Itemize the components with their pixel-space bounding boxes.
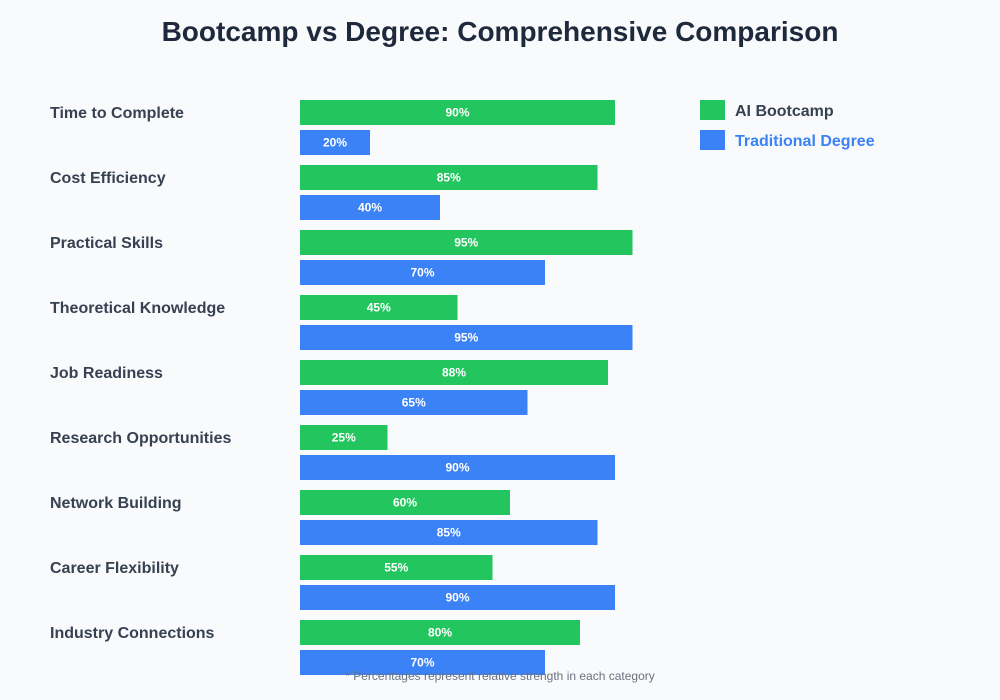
chart-title: Bootcamp vs Degree: Comprehensive Compar… xyxy=(162,16,839,47)
legend-label: AI Bootcamp xyxy=(735,103,834,120)
bar-value-label: 85% xyxy=(437,171,461,185)
legend-label: Traditional Degree xyxy=(735,133,875,150)
bar-value-label: 85% xyxy=(437,526,461,540)
bar-bootcamp xyxy=(300,555,493,580)
category-label: Research Opportunities xyxy=(50,430,231,447)
bar-bootcamp xyxy=(300,295,458,320)
legend-swatch xyxy=(700,100,725,120)
bar-value-label: 20% xyxy=(323,136,347,150)
bar-degree xyxy=(300,650,545,675)
bar-degree xyxy=(300,390,528,415)
bar-value-label: 80% xyxy=(428,626,452,640)
bar-degree xyxy=(300,520,598,545)
bar-value-label: 95% xyxy=(454,331,478,345)
bar-value-label: 90% xyxy=(445,461,469,475)
bar-value-label: 70% xyxy=(410,656,434,670)
bar-bootcamp xyxy=(300,620,580,645)
category-label: Job Readiness xyxy=(50,365,163,382)
legend-swatch xyxy=(700,130,725,150)
bar-value-label: 65% xyxy=(402,396,426,410)
bar-value-label: 40% xyxy=(358,201,382,215)
bar-degree xyxy=(300,585,615,610)
bar-value-label: 25% xyxy=(332,431,356,445)
footnote: * Percentages represent relative strengt… xyxy=(345,669,655,683)
category-label: Network Building xyxy=(50,495,182,512)
bar-value-label: 55% xyxy=(384,561,408,575)
category-label: Industry Connections xyxy=(50,625,215,642)
bar-bootcamp xyxy=(300,360,608,385)
bar-degree xyxy=(300,455,615,480)
bar-bootcamp xyxy=(300,490,510,515)
bar-degree xyxy=(300,130,370,155)
bar-value-label: 95% xyxy=(454,236,478,250)
bar-value-label: 70% xyxy=(410,266,434,280)
bar-value-label: 60% xyxy=(393,496,417,510)
bar-degree xyxy=(300,260,545,285)
category-label: Cost Efficiency xyxy=(50,170,166,187)
bar-value-label: 90% xyxy=(445,106,469,120)
category-label: Theoretical Knowledge xyxy=(50,300,225,317)
bar-value-label: 45% xyxy=(367,301,391,315)
category-label: Time to Complete xyxy=(50,105,184,122)
category-label: Practical Skills xyxy=(50,235,163,252)
bar-bootcamp xyxy=(300,425,388,450)
bar-value-label: 88% xyxy=(442,366,466,380)
bar-bootcamp xyxy=(300,165,598,190)
bar-bootcamp xyxy=(300,100,615,125)
bar-value-label: 90% xyxy=(445,591,469,605)
bar-degree xyxy=(300,325,633,350)
bar-bootcamp xyxy=(300,230,633,255)
category-label: Career Flexibility xyxy=(50,560,179,577)
bar-degree xyxy=(300,195,440,220)
